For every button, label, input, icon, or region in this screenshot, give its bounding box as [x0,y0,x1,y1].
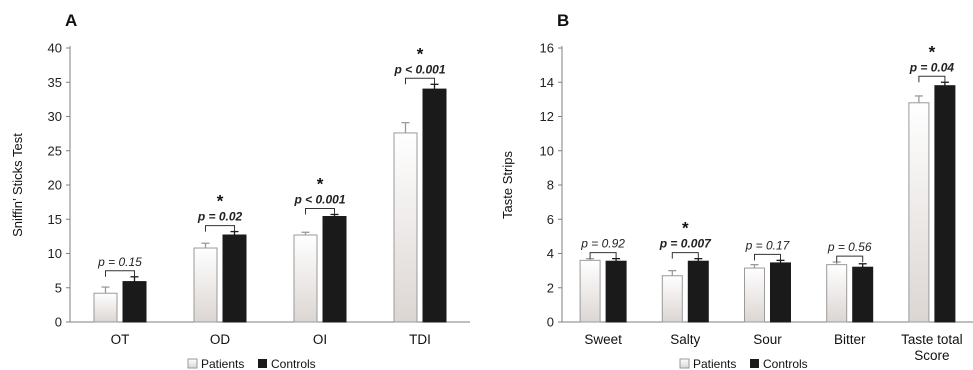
significance-bracket [918,75,946,83]
legend-label-controls: Controls [763,357,808,370]
bar-patients [908,102,930,323]
y-tick-label: 15 [48,212,62,227]
legend-swatch-controls [750,359,759,368]
chart-panel-a: A Sniffin’ Sticks Test 0 5 10 15 20 25 30 35 40 p … [0,0,480,370]
y-tick-label: 30 [48,109,62,124]
bar-patients [93,292,118,323]
bar-patients [661,275,683,323]
significance-star: * [317,174,324,193]
p-value-label: p = 0.17 [745,238,791,252]
chart-b-svg: B Taste Strips 0 2 4 6 8 10 12 14 16 p = 0.92 Sweet… [500,11,973,370]
p-value-label: p = 0.56 [827,240,872,254]
y-tick-label: 0 [547,315,554,330]
significance-bracket [589,252,617,259]
y-tick-label: 40 [48,41,62,56]
bar-controls [122,281,147,323]
x-category-label: OT [111,332,130,347]
bar-controls [934,85,956,323]
y-tick-label: 25 [48,143,62,158]
y-axis-title: Sniffin’ Sticks Test [10,133,25,237]
bar-patients [826,264,848,323]
bar-controls [770,262,791,323]
bar-controls [422,88,447,323]
bar-controls [322,216,347,323]
significance-star: * [417,44,424,63]
legend-swatch-controls [258,359,267,368]
legend-label-patients: Patients [201,357,244,370]
significance-bracket [205,225,235,232]
bar-patients [393,132,418,323]
significance-bracket [105,270,135,277]
x-category-label: Salty [670,332,700,347]
p-value-label: p = 0.92 [580,237,625,251]
y-tick-label: 0 [55,315,62,330]
p-value-label: p < 0.001 [393,62,445,76]
significance-star: * [217,192,224,211]
panel-label-b: B [557,11,569,30]
bar-patients [293,234,318,323]
significance-star: * [682,219,689,238]
bar-patients [579,259,601,323]
y-tick-label: 10 [540,143,554,158]
bar-controls [605,260,627,323]
p-value-label: p < 0.001 [293,192,345,206]
x-category-label: TDI [409,332,431,347]
bar-patients [744,267,765,323]
y-axis-title: Taste Strips [500,151,515,219]
x-category-label: OD [210,332,231,347]
y-tick-label: 12 [540,109,554,124]
y-tick-label: 35 [48,75,62,90]
bar-controls [852,266,874,323]
y-tick-label: 16 [540,41,554,56]
significance-star: * [929,42,936,61]
y-tick-label: 2 [547,280,554,295]
significance-bracket [671,252,699,259]
bar-controls [222,234,247,323]
panel-label-a: A [65,11,77,30]
chart-panel-b: B Taste Strips 0 2 4 6 8 10 12 14 16 p = 0.92 Sweet… [490,0,973,370]
legend-swatch-patients [679,358,690,369]
p-value-label: p = 0.007 [659,237,712,251]
x-category-label: Taste total Score [901,332,963,363]
significance-bracket [305,207,335,215]
legend-swatch-patients [187,358,198,369]
significance-bracket [754,253,781,261]
y-tick-label: 20 [48,178,62,193]
x-category-label: OI [313,332,327,347]
legend-label-patients: Patients [693,357,736,370]
p-value-label: p = 0.02 [197,210,243,224]
bar-controls [687,260,709,323]
y-tick-label: 5 [55,280,62,295]
y-tick-label: 14 [540,75,554,90]
x-category-label: Sweet [584,332,622,347]
y-tick-label: 8 [547,178,554,193]
y-tick-label: 4 [547,246,554,261]
significance-bracket [405,77,435,85]
x-category-label: Bitter [834,332,866,347]
significance-bracket [836,255,864,263]
legend-label-controls: Controls [271,357,316,370]
p-value-label: p = 0.15 [97,255,142,269]
bar-patients [193,247,218,323]
p-value-label: p = 0.04 [909,60,955,74]
x-category-label: Sour [753,332,782,347]
y-tick-label: 6 [547,212,554,227]
y-tick-label: 10 [48,246,62,261]
chart-a-svg: A Sniffin’ Sticks Test 0 5 10 15 20 25 30 35 40 p … [10,11,470,370]
